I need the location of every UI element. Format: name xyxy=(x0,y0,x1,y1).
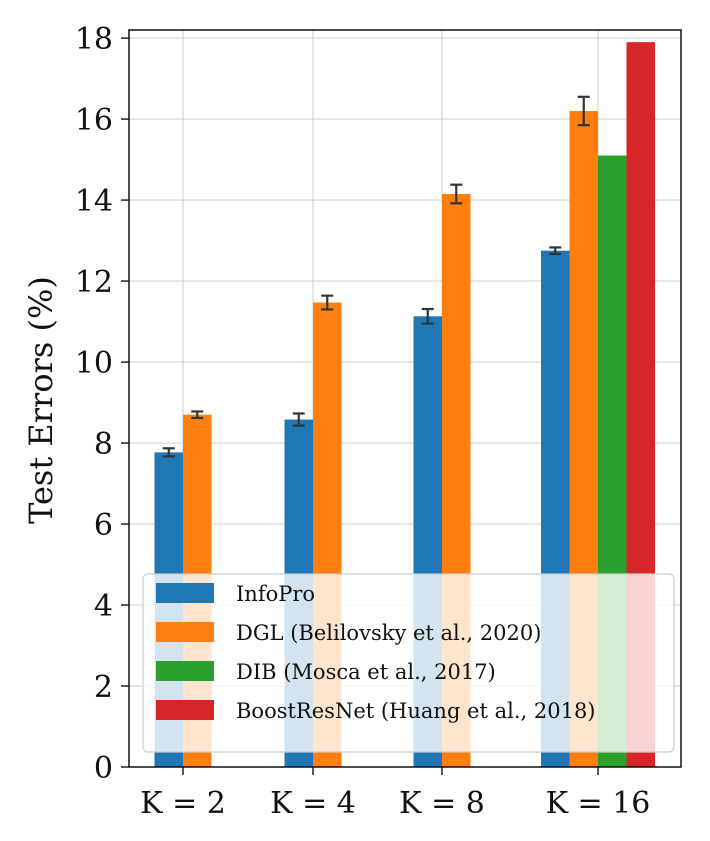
y-tick-label: 16 xyxy=(75,103,113,138)
legend-swatch xyxy=(156,622,214,642)
legend: InfoPro DGL (Belilovsky et al., 2020) DIB … xyxy=(142,573,675,753)
y-tick-label: 2 xyxy=(94,670,113,705)
plot-frame xyxy=(128,29,682,768)
legend-swatch xyxy=(156,583,214,603)
y-tick-label: 14 xyxy=(75,184,113,219)
y-tick-label: 12 xyxy=(75,265,113,300)
y-tick-label: 8 xyxy=(94,427,113,462)
y-tick-label: 10 xyxy=(75,346,113,381)
y-tick-label: 0 xyxy=(94,751,113,786)
y-axis-ticks: 0 2 4 6 8 10 12 14 16 18 xyxy=(75,22,129,786)
legend-label: DIB (Mosca et al., 2017) xyxy=(236,660,496,684)
legend-swatch xyxy=(156,700,214,720)
y-axis-label: Test Errors (%) xyxy=(22,276,60,524)
x-tick-label: K = 2 xyxy=(140,786,226,821)
legend-label: BoostResNet (Huang et al., 2018) xyxy=(236,699,596,723)
y-tick-label: 4 xyxy=(94,589,113,624)
legend-label: InfoPro xyxy=(236,582,315,606)
x-tick-label: K = 16 xyxy=(546,786,651,821)
legend-box xyxy=(142,573,675,753)
y-tick-label: 18 xyxy=(75,22,113,57)
x-tick-label: K = 4 xyxy=(270,786,356,821)
x-tick-label: K = 8 xyxy=(399,786,485,821)
legend-swatch xyxy=(156,661,214,681)
error-bars xyxy=(162,95,590,458)
y-tick-label: 6 xyxy=(94,508,113,543)
x-axis-ticks: K = 2 K = 4 K = 8 K = 16 xyxy=(140,767,650,821)
legend-label: DGL (Belilovsky et al., 2020) xyxy=(236,621,541,645)
